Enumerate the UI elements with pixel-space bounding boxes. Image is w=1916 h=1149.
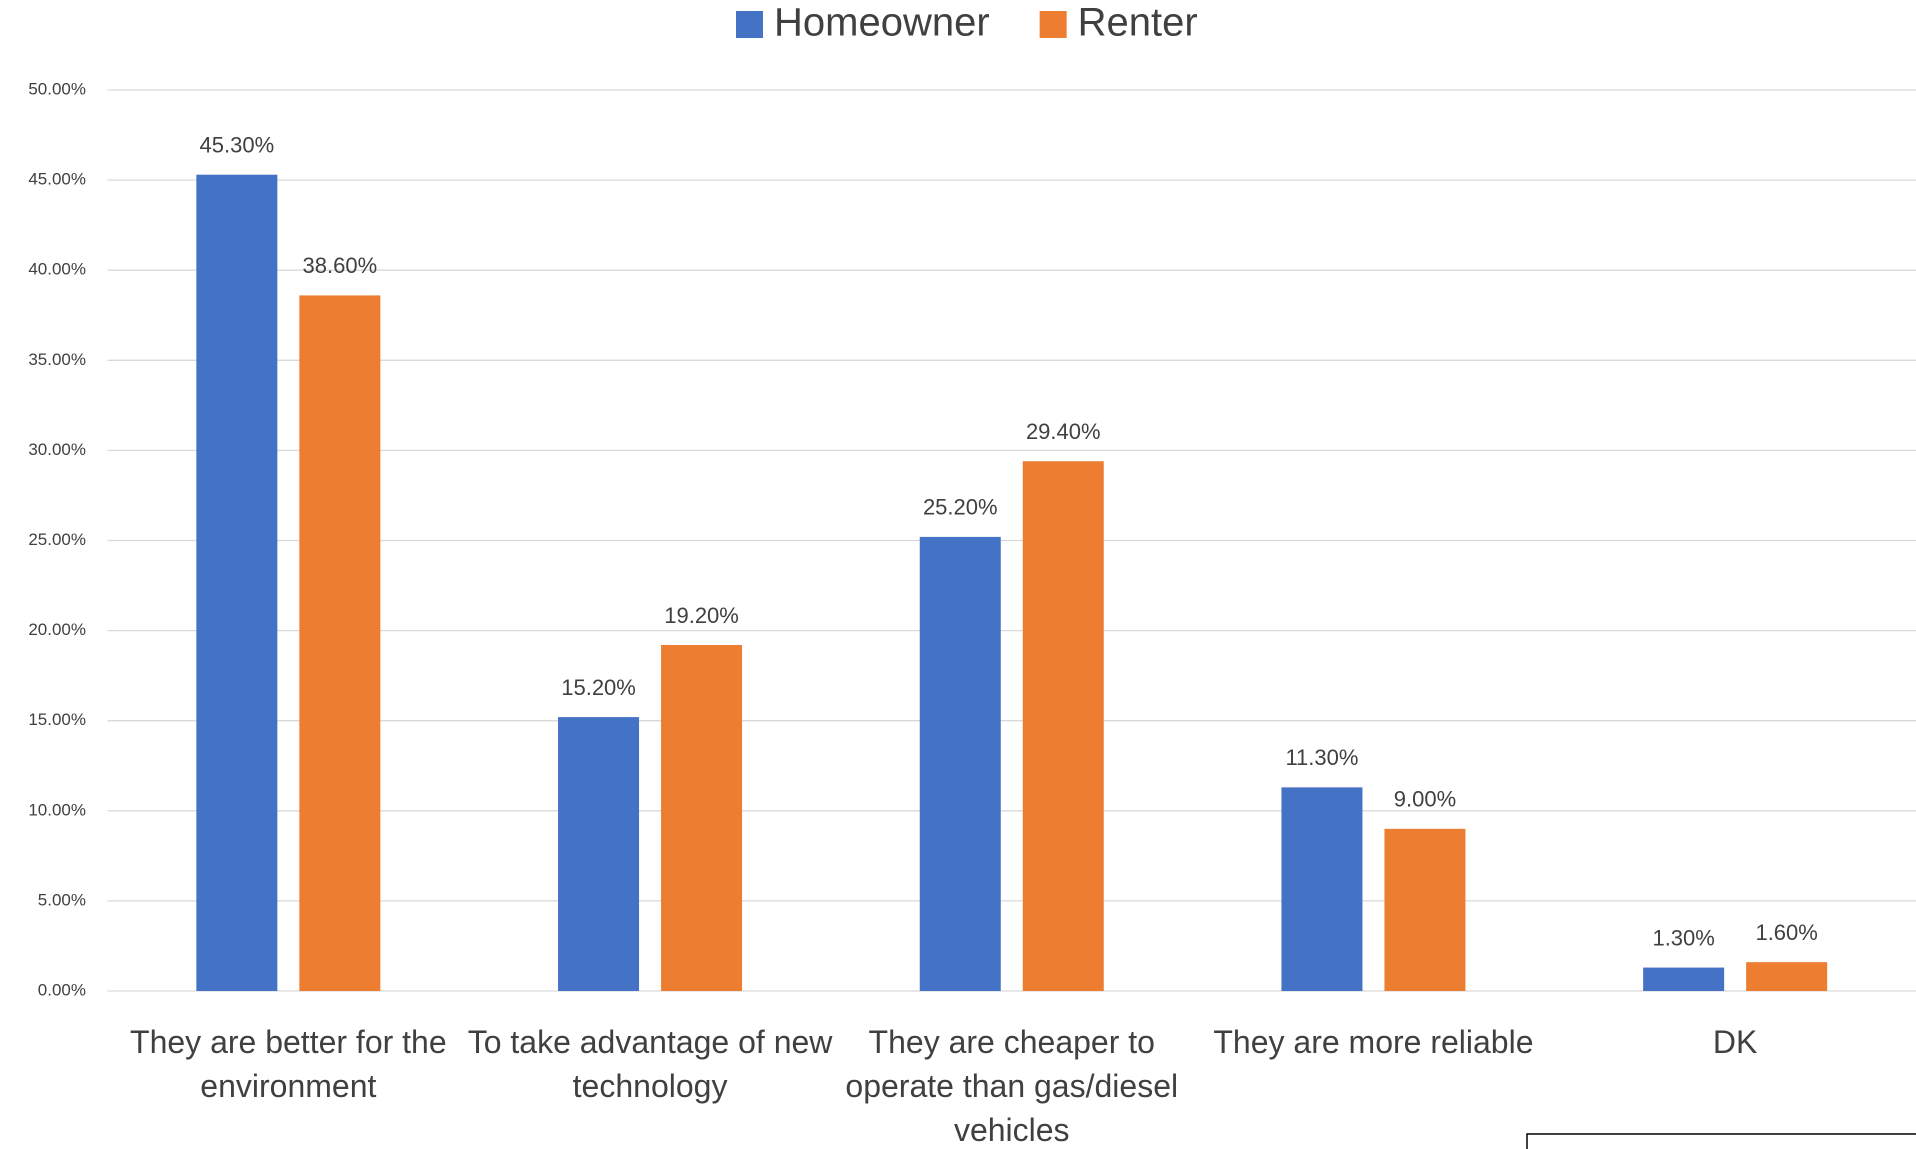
data-label: 15.20% [561,675,636,700]
bar [1022,461,1104,991]
bar [1281,787,1363,991]
bar [1384,828,1466,991]
y-tick-label: 45.00% [28,170,86,189]
data-label: 9.00% [1394,787,1456,812]
legend-swatch [1039,11,1067,38]
x-tick-label: They are better for the environment [130,1024,447,1104]
bar [1746,962,1828,991]
data-label: 19.20% [664,603,739,628]
bar [661,645,743,991]
y-tick-label: 10.00% [28,800,86,819]
bar [919,536,1001,991]
legend-swatch [736,11,763,38]
data-label: 11.30% [1285,745,1358,770]
y-tick-label: 15.00% [28,710,86,729]
y-tick-label: 35.00% [28,350,86,369]
y-tick-label: 30.00% [28,440,86,459]
x-tick-label: DK [1712,1024,1758,1060]
bar [196,174,278,992]
legend-label: Renter [1078,1,1198,45]
y-tick-label: 40.00% [28,260,86,279]
data-label: 38.60% [303,253,378,278]
y-tick-label: 0.00% [38,980,86,999]
y-tick-label: 50.00% [28,79,86,98]
data-label: 29.40% [1026,419,1101,444]
x-tick-label: To take advantage of new technology [467,1024,833,1104]
y-tick-label: 20.00% [28,620,86,639]
bar [558,717,640,991]
frame-box [1526,1133,1916,1149]
y-tick-label: 25.00% [28,530,86,549]
bar [299,295,381,992]
data-label: 1.60% [1755,920,1817,945]
x-tick-label: They are more reliable [1213,1024,1534,1060]
x-tick-label: They are cheaper to operate than gas/die… [845,1024,1179,1148]
data-label: 45.30% [200,133,275,158]
bar [1643,967,1725,991]
y-tick-label: 5.00% [38,890,86,909]
data-label: 25.20% [923,495,998,520]
legend-label: Homeowner [774,1,990,45]
data-label: 1.30% [1652,925,1714,950]
